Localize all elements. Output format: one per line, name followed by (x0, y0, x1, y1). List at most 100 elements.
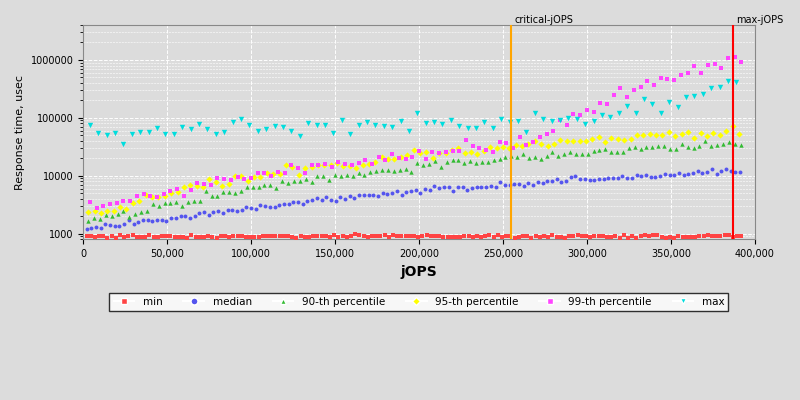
Point (526, 182, 539, 188)
Point (516, 143, 529, 149)
Point (522, 154, 535, 161)
Point (535, 141, 548, 147)
Point (362, 192, 375, 198)
Point (668, 77, 681, 83)
Point (317, 173, 330, 179)
Point (682, 171, 694, 177)
Point (610, 148, 623, 155)
Point (146, 218, 158, 224)
Point (97, 233, 110, 239)
Point (426, 155, 439, 161)
Point (240, 204, 253, 210)
Point (490, 145, 503, 151)
Point (264, 182, 277, 188)
Point (352, 170, 365, 176)
Point (546, 149, 559, 155)
Point (414, 190, 426, 196)
Point (496, 233, 509, 240)
Point (142, 129, 155, 135)
Point (629, 110, 642, 116)
Point (394, 154, 407, 160)
Point (541, 178, 554, 184)
Point (564, 174, 577, 180)
Point (646, 100, 658, 107)
Point (598, 176, 610, 182)
Point (372, 193, 385, 200)
Point (500, 233, 513, 240)
Point (624, 136, 637, 142)
Point (687, 145, 700, 152)
Point (722, 232, 735, 238)
Point (367, 192, 380, 198)
Point (446, 148, 459, 154)
Point (429, 158, 442, 164)
Point (271, 169, 284, 176)
Point (718, 232, 731, 238)
Point (101, 235, 114, 241)
Point (560, 138, 573, 145)
Point (352, 160, 365, 166)
Point (168, 234, 181, 240)
Point (83, 122, 96, 128)
Point (715, 168, 728, 175)
Point (424, 232, 437, 239)
Point (554, 117, 566, 124)
Point (346, 173, 359, 179)
Point (101, 208, 114, 214)
Point (707, 130, 720, 136)
Point (582, 151, 594, 158)
Point (134, 209, 147, 216)
Point (245, 175, 258, 181)
Point (211, 174, 224, 181)
Legend: min, median, 90-th percentile, 95-th percentile, 99-th percentile, max: min, median, 90-th percentile, 95-th per… (110, 293, 729, 311)
Point (592, 233, 605, 239)
Point (686, 169, 699, 176)
Point (130, 234, 143, 240)
Point (83, 198, 96, 205)
Point (702, 62, 714, 68)
Point (117, 141, 130, 147)
Point (218, 233, 231, 240)
Point (261, 233, 274, 239)
Point (685, 234, 698, 240)
Point (647, 232, 660, 238)
Point (696, 91, 709, 97)
Point (134, 129, 146, 136)
Y-axis label: Response time, usec: Response time, usec (15, 75, 25, 190)
Point (567, 111, 580, 117)
Point (722, 55, 734, 61)
Point (346, 162, 358, 168)
Point (244, 234, 257, 240)
Point (204, 182, 217, 188)
Point (277, 124, 290, 130)
Point (311, 162, 324, 168)
Point (611, 174, 624, 181)
Point (592, 134, 605, 140)
Point (659, 234, 672, 241)
Point (393, 155, 406, 161)
Point (447, 188, 460, 194)
Point (227, 232, 240, 239)
Point (578, 176, 591, 182)
Point (493, 156, 506, 162)
Point (486, 125, 499, 131)
Point (546, 178, 558, 184)
Point (147, 234, 160, 240)
Point (132, 219, 145, 225)
Point (526, 138, 539, 145)
Point (338, 196, 351, 202)
Point (445, 117, 458, 123)
Point (680, 234, 693, 240)
Point (217, 210, 230, 216)
Point (482, 159, 494, 165)
Point (630, 172, 643, 178)
Point (177, 234, 190, 240)
Point (706, 233, 718, 240)
Point (350, 164, 362, 171)
Point (573, 137, 586, 144)
Point (461, 187, 474, 193)
Point (129, 211, 142, 218)
Point (414, 149, 426, 156)
Point (372, 154, 385, 160)
Point (433, 185, 446, 191)
